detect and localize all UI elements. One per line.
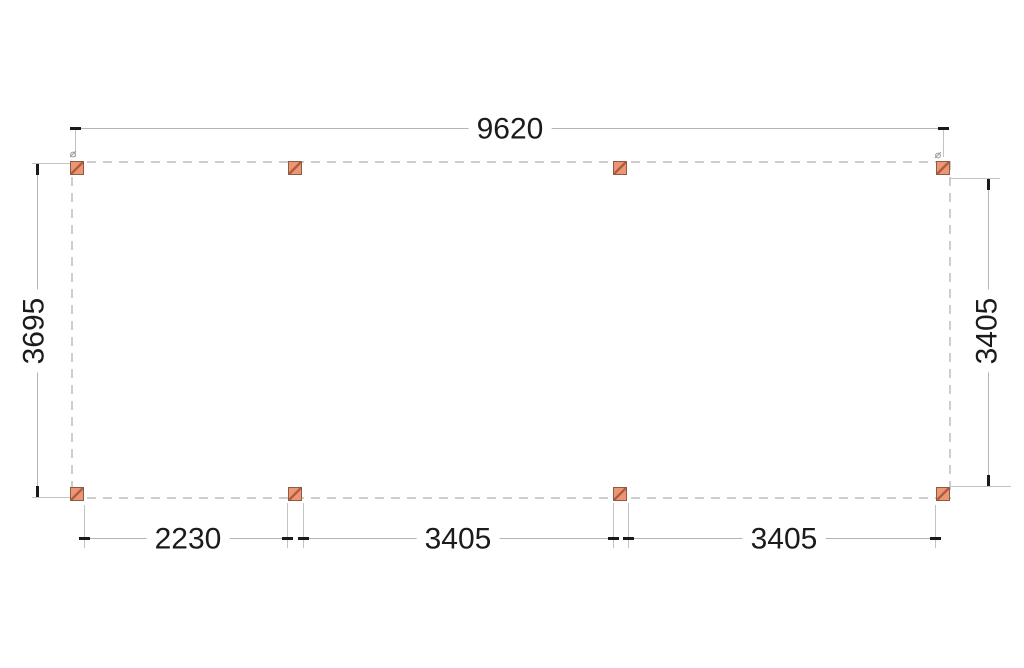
anchor-marker-icon [69, 150, 77, 158]
right-dim-tick-top [987, 179, 990, 190]
right-dim-label: 3405 [970, 289, 1003, 373]
bottom-dim-label-2: 3405 [416, 523, 500, 555]
post-bottom-left [70, 487, 84, 501]
bottom-dim-extension-6 [935, 505, 936, 548]
bottom-dim-tick-1b [282, 537, 293, 540]
bottom-dim-extension-3 [303, 503, 304, 548]
post-top-mid-right [613, 161, 627, 175]
top-dim-label: 9620 [468, 113, 552, 145]
top-dim-extension-left [75, 128, 76, 157]
bottom-dim-tick-2b [608, 537, 619, 540]
outline-right-edge [949, 161, 951, 499]
bottom-dim-tick-2a [298, 537, 309, 540]
bottom-dim-extension-2 [287, 503, 288, 548]
left-dim-tick-top [36, 164, 39, 175]
outline-top-edge [71, 161, 951, 163]
post-bottom-mid-left [288, 487, 302, 501]
right-dim-extension-top [951, 178, 1000, 179]
post-bottom-mid-right [613, 487, 627, 501]
post-top-left [70, 161, 84, 175]
right-dim-tick-bottom [987, 475, 990, 486]
top-dim-tick-left [70, 127, 81, 130]
bottom-dim-label-1: 2230 [146, 523, 230, 555]
bottom-dim-tick-3a [623, 537, 634, 540]
right-dim-extension-bottom [951, 486, 1011, 487]
post-bottom-right [936, 487, 950, 501]
left-dim-extension-bottom [32, 497, 71, 498]
top-dim-tick-right [938, 127, 949, 130]
bottom-dim-extension-1 [84, 505, 85, 548]
bottom-dim-label-3: 3405 [742, 523, 826, 555]
bottom-dim-tick-3b [930, 537, 941, 540]
post-top-mid-left [288, 161, 302, 175]
post-top-right [936, 161, 950, 175]
top-dim-extension-right [943, 128, 944, 157]
outline-bottom-edge [71, 497, 951, 499]
bottom-dim-extension-5 [628, 503, 629, 548]
left-dim-tick-bottom [36, 486, 39, 497]
bottom-dim-tick-1a [79, 537, 90, 540]
anchor-marker-icon [934, 151, 942, 159]
left-dim-extension-top [32, 163, 71, 164]
bottom-dim-extension-4 [613, 503, 614, 548]
outline-left-edge [71, 161, 73, 499]
left-dim-label: 3695 [17, 289, 50, 373]
